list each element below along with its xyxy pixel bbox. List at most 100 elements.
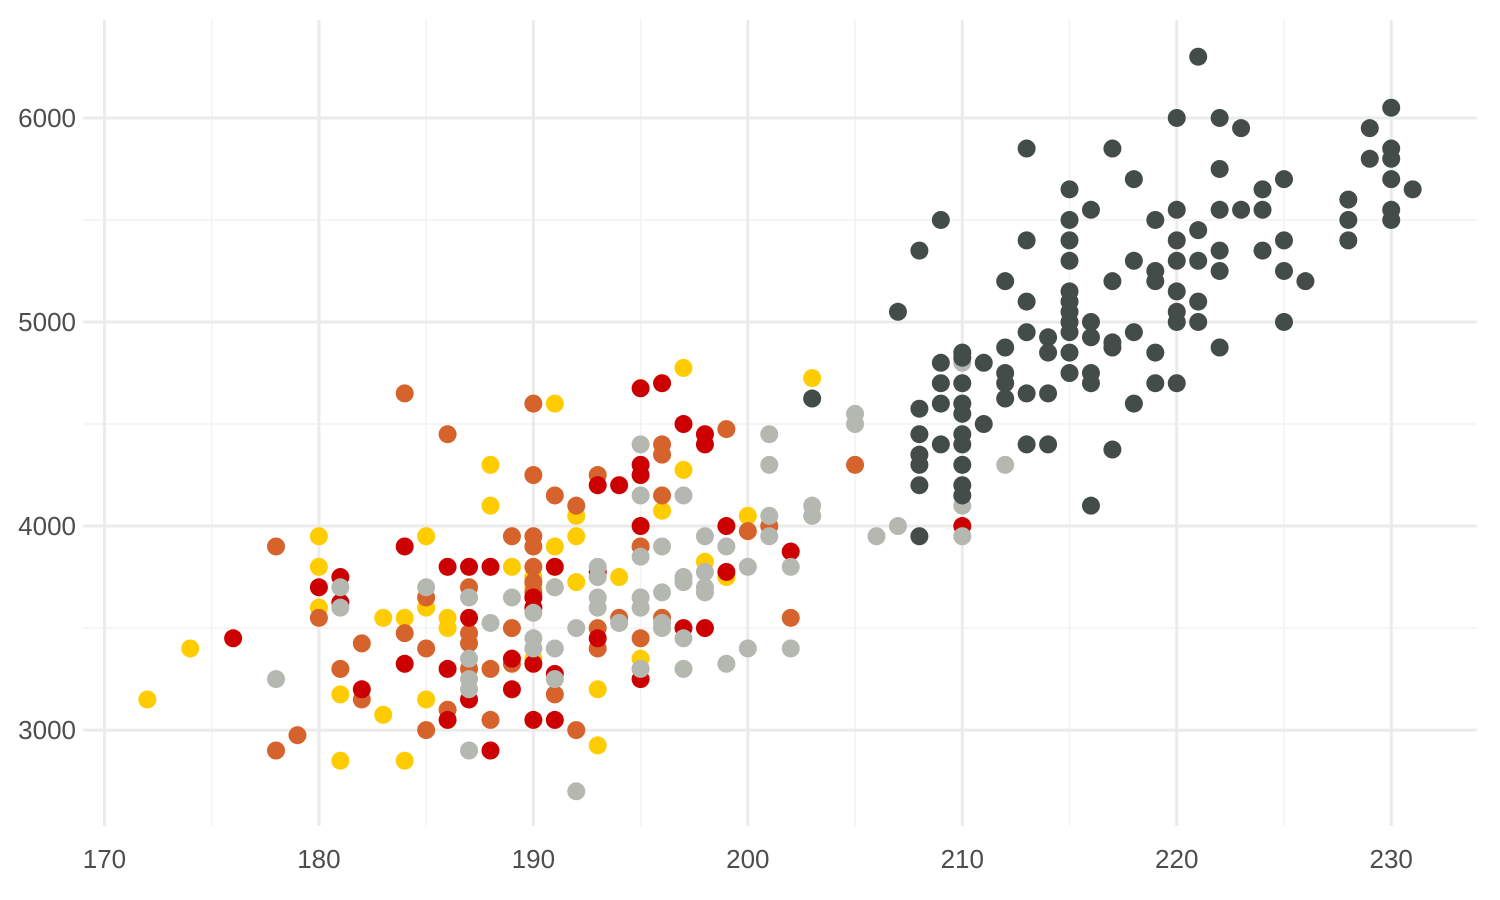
data-point — [931, 435, 950, 454]
data-point — [888, 302, 907, 321]
data-point — [1274, 312, 1293, 331]
data-point — [460, 588, 479, 607]
data-point — [545, 557, 564, 576]
data-point — [1167, 200, 1186, 219]
data-point — [1081, 200, 1100, 219]
data-point — [1124, 394, 1143, 413]
data-point — [1081, 328, 1100, 347]
data-point — [1103, 338, 1122, 357]
data-point — [1039, 435, 1058, 454]
data-point — [588, 476, 607, 495]
data-point — [395, 537, 414, 556]
data-point — [417, 578, 436, 597]
data-point — [910, 455, 929, 474]
data-point — [545, 670, 564, 689]
data-point — [803, 369, 822, 388]
data-point — [910, 476, 929, 495]
data-point — [695, 435, 714, 454]
x-axis-tick-labels: 170 180 190 200 210 220 230 — [83, 844, 1413, 874]
data-point — [610, 476, 629, 495]
data-point — [631, 598, 650, 617]
data-point — [331, 685, 350, 704]
data-point — [781, 542, 800, 561]
data-point — [674, 629, 693, 648]
data-point — [653, 374, 672, 393]
data-point — [695, 619, 714, 638]
data-point — [610, 568, 629, 587]
data-point — [738, 557, 757, 576]
data-point — [888, 517, 907, 536]
data-point — [524, 557, 543, 576]
data-point — [1081, 374, 1100, 393]
data-point — [631, 547, 650, 566]
data-point — [1103, 440, 1122, 459]
data-point — [1017, 231, 1036, 250]
data-point — [395, 624, 414, 643]
data-point — [1060, 180, 1079, 199]
y-tick-label: 4000 — [18, 511, 76, 541]
data-point — [953, 486, 972, 505]
data-point — [1360, 119, 1379, 138]
data-point — [502, 619, 521, 638]
data-point — [674, 358, 693, 377]
y-axis-tick-labels: 3000 4000 5000 6000 — [18, 103, 76, 745]
data-point — [545, 578, 564, 597]
data-point — [1210, 241, 1229, 260]
data-point — [653, 619, 672, 638]
data-point — [996, 374, 1015, 393]
data-point — [717, 517, 736, 536]
data-point — [417, 690, 436, 709]
data-point — [524, 394, 543, 413]
data-point — [502, 527, 521, 546]
data-point — [1167, 231, 1186, 250]
data-point — [460, 608, 479, 627]
data-point — [1017, 323, 1036, 342]
data-point — [331, 578, 350, 597]
data-point — [1382, 149, 1401, 168]
data-point — [1146, 210, 1165, 229]
data-point — [760, 425, 779, 444]
data-point — [1189, 312, 1208, 331]
data-point — [931, 353, 950, 372]
data-point — [1403, 180, 1422, 199]
x-tick-label: 230 — [1370, 844, 1413, 874]
data-point — [996, 272, 1015, 291]
data-point — [781, 608, 800, 627]
data-point — [1017, 435, 1036, 454]
data-point — [631, 517, 650, 536]
data-point — [953, 435, 972, 454]
data-point — [460, 557, 479, 576]
data-point — [1167, 108, 1186, 127]
data-point — [545, 685, 564, 704]
data-point — [1339, 210, 1358, 229]
data-point — [653, 537, 672, 556]
data-point — [1039, 343, 1058, 362]
data-point — [438, 710, 457, 729]
data-point — [545, 710, 564, 729]
data-point — [567, 721, 586, 740]
data-point — [631, 435, 650, 454]
data-points — [138, 47, 1422, 801]
data-point — [524, 537, 543, 556]
data-point — [438, 659, 457, 678]
data-point — [438, 425, 457, 444]
data-point — [395, 608, 414, 627]
data-point — [846, 415, 865, 434]
data-point — [695, 527, 714, 546]
data-point — [588, 598, 607, 617]
data-point — [931, 374, 950, 393]
data-point — [502, 557, 521, 576]
x-tick-label: 220 — [1155, 844, 1198, 874]
data-point — [502, 680, 521, 699]
y-tick-label: 5000 — [18, 307, 76, 337]
data-point — [1081, 496, 1100, 515]
data-point — [1039, 384, 1058, 403]
data-point — [653, 583, 672, 602]
data-point — [1274, 231, 1293, 250]
data-point — [1210, 108, 1229, 127]
data-point — [674, 573, 693, 592]
minor-gridlines — [83, 20, 1477, 826]
data-point — [374, 705, 393, 724]
data-point — [953, 527, 972, 546]
